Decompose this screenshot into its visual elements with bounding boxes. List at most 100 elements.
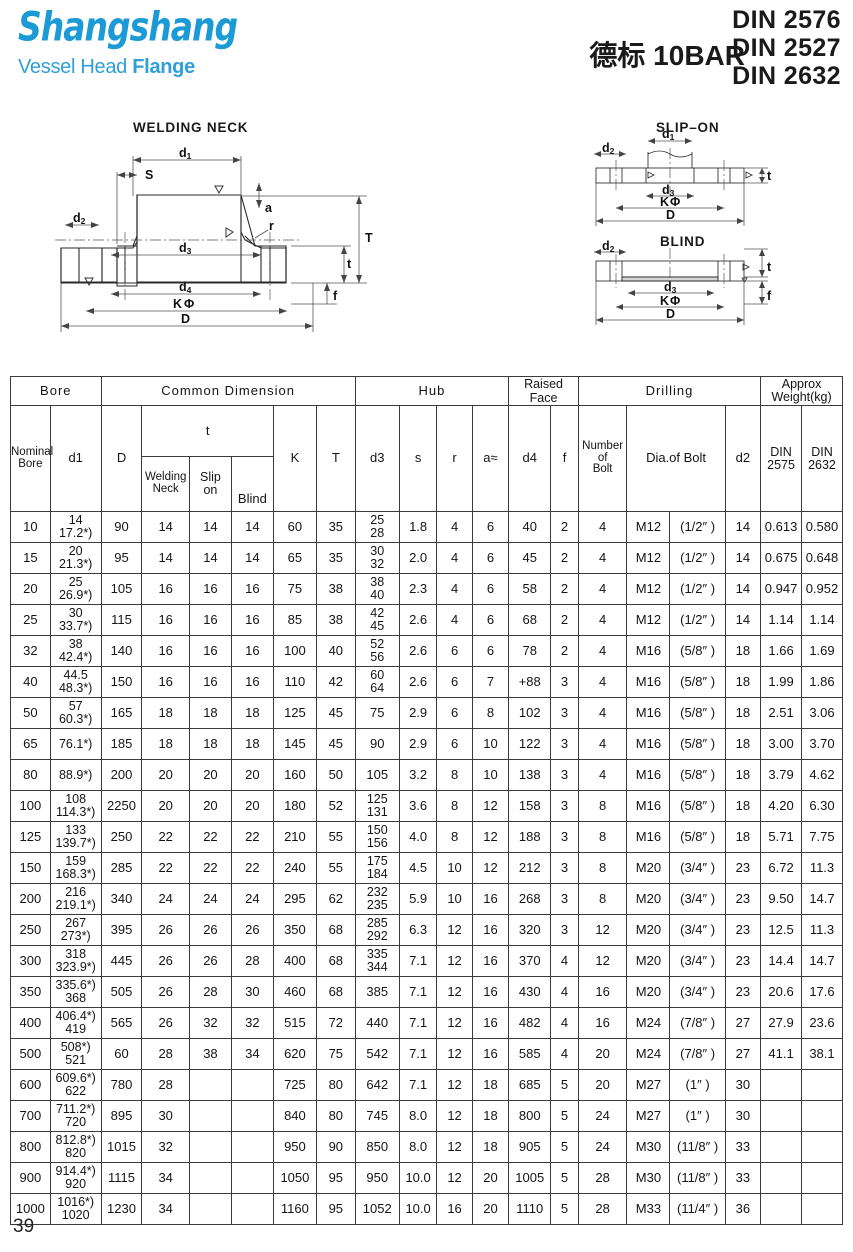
cell-bolt-inch: (5/8″ ) xyxy=(669,790,726,822)
cell-d1: 30 33.7*) xyxy=(49,604,102,636)
label-bl-D: D xyxy=(666,307,675,321)
label-bl-t: t xyxy=(767,260,772,274)
cell-K: 75 xyxy=(272,573,317,605)
cell-bolt-inch: (3/4″ ) xyxy=(669,914,726,946)
cell-t-slip-on: 38 xyxy=(188,1038,232,1070)
table-row: 20 25 26.9*) 105 16 16 16 75 38 38 40 2.3 4 6 58 2 4 M12(… xyxy=(10,573,844,605)
cell-D: 780 xyxy=(100,1069,143,1101)
cell-s: 2.6 xyxy=(398,604,438,636)
cell-d4: +88 xyxy=(508,666,552,698)
table-row: 25 30 33.7*) 115 16 16 16 85 38 42 45 2.6 4 6 68 2 4 M12(… xyxy=(10,604,844,636)
cell-bolt-metric: M24 xyxy=(626,1007,671,1039)
cell-nominal-bore: 300 xyxy=(10,945,51,977)
col-d1: d1 xyxy=(49,405,102,512)
cell-d1: 267 273*) xyxy=(49,914,102,946)
cell-T: 52 xyxy=(315,790,356,822)
cell-d2: 23 xyxy=(724,883,762,915)
cell-K: 620 xyxy=(272,1038,317,1070)
col-nominal-bore-l1: Nominal xyxy=(11,445,54,458)
cell-r: 4 xyxy=(436,511,473,543)
cell-bolt-metric: M16 xyxy=(626,759,671,791)
cell-K: 100 xyxy=(272,635,317,667)
col-t-so-l2: on xyxy=(203,483,218,497)
cell-K: 85 xyxy=(272,604,317,636)
cell-t-blind: 16 xyxy=(230,573,274,605)
label-so-K: KΦ xyxy=(660,195,680,209)
cell-d3: 335 344 xyxy=(354,945,400,977)
cell-f: 4 xyxy=(550,945,579,977)
cell-bolt-inch: (3/4″ ) xyxy=(669,976,726,1008)
cell-t-welding-neck: 28 xyxy=(141,1069,190,1101)
cell-bolt-inch: (1/2″ ) xyxy=(669,542,726,574)
col-din-2575: DIN 2575 xyxy=(760,405,802,512)
cell-T: 42 xyxy=(315,666,356,698)
cell-number-of-bolt: 28 xyxy=(577,1162,628,1194)
cell-nominal-bore: 20 xyxy=(10,573,51,605)
cell-f: 5 xyxy=(550,1069,579,1101)
cell-T: 35 xyxy=(315,511,356,543)
cell-K: 950 xyxy=(272,1131,317,1163)
cell-t-slip-on: 16 xyxy=(188,635,232,667)
cell-K: 65 xyxy=(272,542,317,574)
cell-nominal-bore: 32 xyxy=(10,635,51,667)
cell-T: 38 xyxy=(315,604,356,636)
cell-a: 12 xyxy=(471,821,510,853)
cell-T: 80 xyxy=(315,1100,356,1132)
company-logo: Shangshang Vessel Head Flange xyxy=(18,3,358,79)
cell-d4: 45 xyxy=(508,542,552,574)
cell-number-of-bolt: 4 xyxy=(577,697,628,729)
cell-nominal-bore: 400 xyxy=(10,1007,51,1039)
cell-number-of-bolt: 8 xyxy=(577,821,628,853)
col-din-2632: DIN 2632 xyxy=(800,405,844,512)
cell-d1: 711.2*) 720 xyxy=(49,1100,102,1132)
cell-t-blind xyxy=(230,1100,274,1132)
cell-weight-din2575: 20.6 xyxy=(760,976,802,1008)
cell-d3: 42 45 xyxy=(354,604,400,636)
standard-din-2576: DIN 2576 xyxy=(732,6,841,34)
group-header-bore: Bore xyxy=(10,376,102,406)
cell-D: 105 xyxy=(100,573,143,605)
cell-weight-din2632: 1.14 xyxy=(800,604,844,636)
cell-t-slip-on xyxy=(188,1069,232,1101)
col-r: r xyxy=(436,405,473,512)
table-row: 80 88.9*) 200 20 20 20 160 50 105 3.2 8 10 138 3 4 M16(… xyxy=(10,759,844,791)
cell-d2: 18 xyxy=(724,821,762,853)
table-row: 65 76.1*) 185 18 18 18 145 45 90 2.9 6 10 122 3 4 M16 (5… xyxy=(10,728,844,760)
cell-t-blind: 28 xyxy=(230,945,274,977)
col-num-bolt-l2: of xyxy=(597,451,608,464)
slip-on-title: SLIP–ON xyxy=(656,120,720,135)
cell-a: 6 xyxy=(471,542,510,574)
cell-d1: 216 219.1*) xyxy=(49,883,102,915)
cell-number-of-bolt: 4 xyxy=(577,728,628,760)
cell-K: 240 xyxy=(272,852,317,884)
cell-weight-din2575: 1.14 xyxy=(760,604,802,636)
cell-d1: 914.4*) 920 xyxy=(49,1162,102,1194)
cell-bolt-metric: M30 xyxy=(626,1162,671,1194)
cell-d1: 25 26.9*) xyxy=(49,573,102,605)
cell-K: 460 xyxy=(272,976,317,1008)
cell-a: 18 xyxy=(471,1069,510,1101)
table-row: 10 14 17.2*) 90 14 14 14 60 35 25 28 1.8 4 6 40 2 4 M12 (1… xyxy=(10,511,844,543)
cell-t-blind: 30 xyxy=(230,976,274,1008)
cell-t-slip-on xyxy=(188,1193,232,1225)
flange-dimension-table: Bore Common Dimension Hub Raised Face Dr… xyxy=(10,376,844,1225)
col-t-welding-neck: Welding Neck xyxy=(141,456,190,512)
cell-nominal-bore: 10 xyxy=(10,511,51,543)
cell-t-blind: 20 xyxy=(230,790,274,822)
cell-a: 20 xyxy=(471,1193,510,1225)
cell-t-welding-neck: 16 xyxy=(141,666,190,698)
cell-d4: 320 xyxy=(508,914,552,946)
cell-K: 400 xyxy=(272,945,317,977)
cell-d2: 14 xyxy=(724,604,762,636)
cell-d3: 125 131 xyxy=(354,790,400,822)
cell-weight-din2575: 1.66 xyxy=(760,635,802,667)
cell-a: 12 xyxy=(471,852,510,884)
cell-t-blind: 20 xyxy=(230,759,274,791)
cell-t-slip-on: 16 xyxy=(188,573,232,605)
cell-t-slip-on: 22 xyxy=(188,821,232,853)
cell-nominal-bore: 800 xyxy=(10,1131,51,1163)
cell-r: 4 xyxy=(436,573,473,605)
cell-d3: 25 28 xyxy=(354,511,400,543)
cell-f: 5 xyxy=(550,1193,579,1225)
cell-D: 185 xyxy=(100,728,143,760)
